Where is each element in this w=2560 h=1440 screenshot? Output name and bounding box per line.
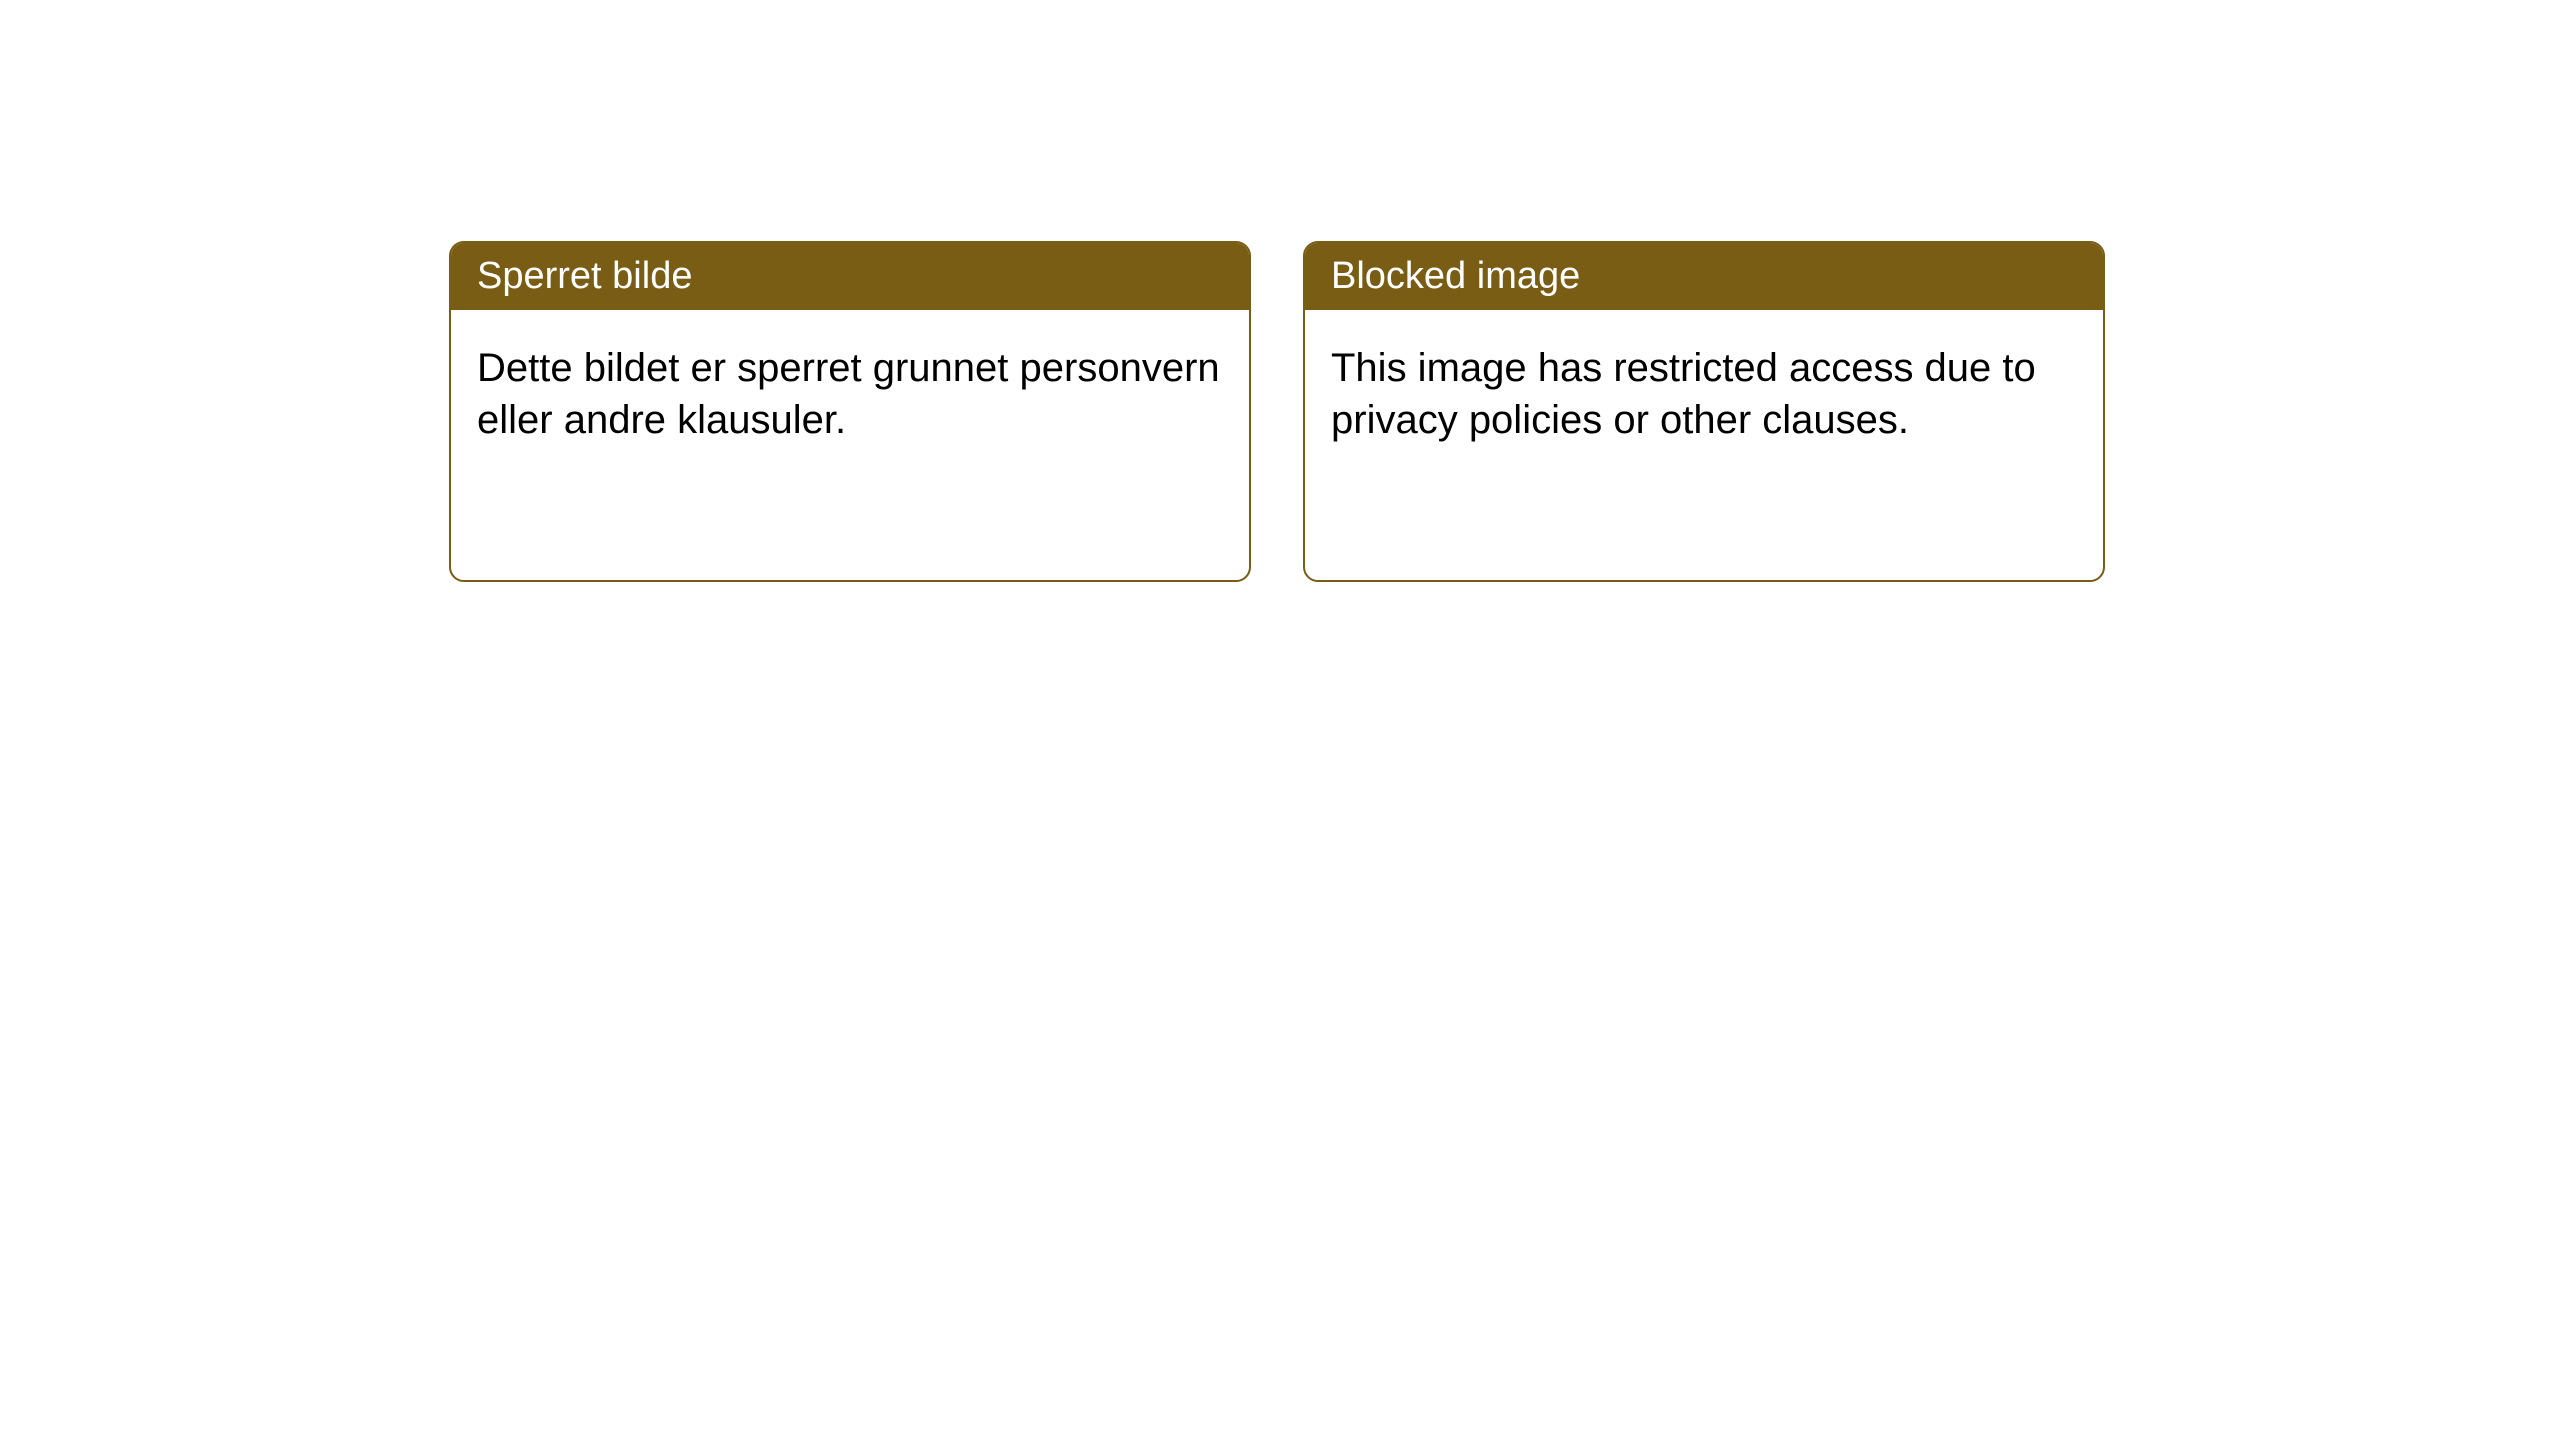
card-header: Blocked image — [1305, 243, 2103, 310]
notice-card-norwegian: Sperret bilde Dette bildet er sperret gr… — [449, 241, 1251, 582]
card-title: Sperret bilde — [477, 255, 692, 297]
card-title: Blocked image — [1331, 255, 1580, 297]
card-body-text: Dette bildet er sperret grunnet personve… — [477, 346, 1220, 442]
card-body-text: This image has restricted access due to … — [1331, 346, 2036, 442]
card-header: Sperret bilde — [451, 243, 1249, 310]
card-body: This image has restricted access due to … — [1305, 310, 2103, 580]
card-body: Dette bildet er sperret grunnet personve… — [451, 310, 1249, 580]
notice-cards-container: Sperret bilde Dette bildet er sperret gr… — [449, 241, 2105, 582]
notice-card-english: Blocked image This image has restricted … — [1303, 241, 2105, 582]
